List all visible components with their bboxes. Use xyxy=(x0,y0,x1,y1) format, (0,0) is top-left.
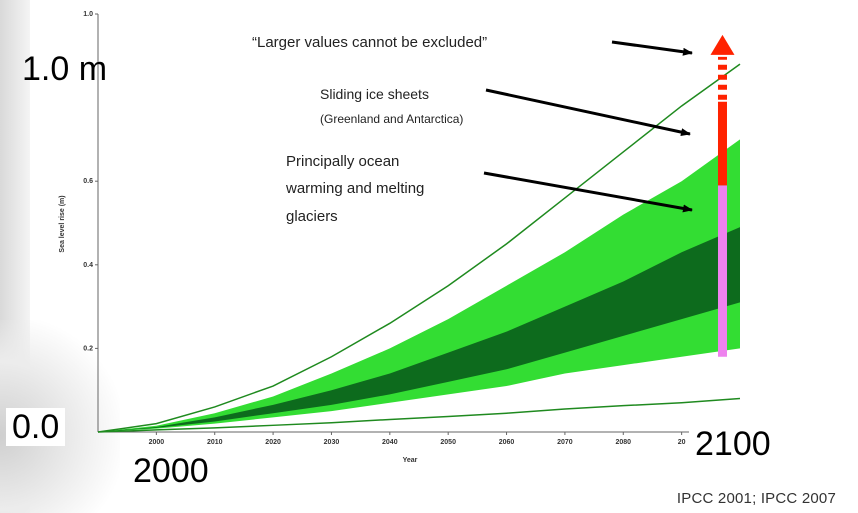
overlay-x-right-label: 2100 xyxy=(689,425,777,463)
x-ticks: 2000 2010 2020 2030 2040 2050 2060 2070 2080 20 xyxy=(149,432,686,446)
annotation-ocean-line1: Principally ocean xyxy=(286,153,399,170)
arrow-ice-sheets xyxy=(485,88,691,137)
x-tick-label: 2050 xyxy=(440,439,456,446)
envelope-lines xyxy=(97,63,741,433)
x-tick-label: 2040 xyxy=(382,439,398,446)
overlay-x-left-label: 2000 xyxy=(127,452,215,490)
arrow-ocean xyxy=(483,171,693,213)
x-tick-label: 2000 xyxy=(149,439,165,446)
x-axis-label: Year xyxy=(403,457,418,464)
inner-band xyxy=(98,227,740,432)
credit-text: IPCC 2001; IPCC 2007 xyxy=(676,490,836,507)
y-tick-label: 1.0 xyxy=(83,11,93,18)
projection-bands xyxy=(98,139,740,432)
overlay-y-top-label: 1.0 m xyxy=(22,50,108,88)
annotation-ice-line1: Sliding ice sheets xyxy=(320,86,429,102)
projection-bar xyxy=(710,34,735,357)
lower-envelope-line xyxy=(97,397,741,433)
bar-arrowhead xyxy=(710,34,735,55)
y-tick-label: 0.6 xyxy=(83,178,93,185)
x-tick-label: 2080 xyxy=(615,439,631,446)
annotation-ice-line2: (Greenland and Antarctica) xyxy=(320,112,463,126)
outer-band xyxy=(98,139,740,432)
y-tick-label: 0.2 xyxy=(83,345,93,352)
x-tick-label: 2030 xyxy=(324,439,340,446)
y-axis-label: Sea level rise (m) xyxy=(59,195,66,252)
x-tick-label: 2010 xyxy=(207,439,223,446)
x-tick-label: 2060 xyxy=(499,439,515,446)
annotation-ocean-line3: glaciers xyxy=(286,208,338,225)
annotation-larger-values: “Larger values cannot be excluded” xyxy=(252,34,487,51)
y-ticks: 1.0 0.6 0.4 0.2 xyxy=(83,11,98,352)
x-tick-label: 20 xyxy=(678,439,686,446)
x-tick-label: 2070 xyxy=(557,439,573,446)
x-tick-label: 2020 xyxy=(265,439,281,446)
overlay-y-bottom-label: 0.0 xyxy=(6,408,66,446)
arrow-larger-values xyxy=(611,40,693,56)
upper-envelope-line xyxy=(97,63,741,433)
y-tick-label: 0.4 xyxy=(83,262,93,269)
annotation-ocean-line2: warming and melting xyxy=(285,180,424,197)
